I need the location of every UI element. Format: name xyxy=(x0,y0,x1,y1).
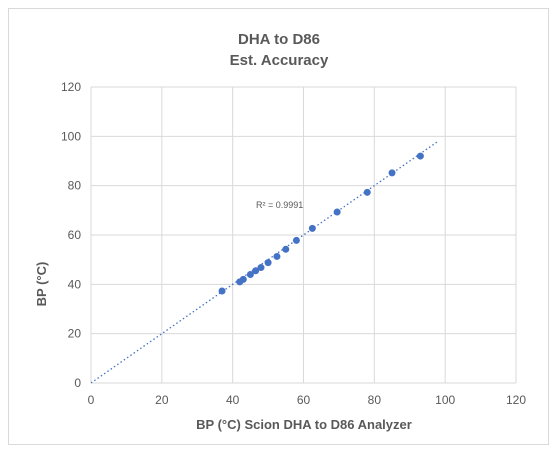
data-point xyxy=(292,236,300,244)
trendline xyxy=(90,140,439,384)
y-tick-label: 0 xyxy=(74,376,81,390)
scatter-chart: DHA to D86 Est. Accuracy 0 20 40 60 80 100 120… xyxy=(34,31,526,432)
data-point xyxy=(239,275,247,283)
data-points xyxy=(218,152,424,295)
chart-title: DHA to D86 xyxy=(238,31,320,48)
data-point xyxy=(333,208,341,216)
x-tick-label: 80 xyxy=(368,393,382,407)
chart-subtitle: Est. Accuracy xyxy=(230,52,329,69)
data-point xyxy=(257,264,265,272)
x-tick-label: 120 xyxy=(506,393,526,407)
data-point xyxy=(388,169,396,177)
y-axis-title: BP (°C) xyxy=(34,262,49,307)
data-point xyxy=(264,259,272,267)
x-tick-label: 40 xyxy=(226,393,240,407)
y-tick-label: 60 xyxy=(68,228,82,242)
y-tick-label: 100 xyxy=(61,129,81,143)
y-tick-label: 20 xyxy=(68,327,82,341)
x-tick-label: 100 xyxy=(435,393,455,407)
data-point xyxy=(282,245,290,253)
data-point xyxy=(416,152,424,160)
data-point xyxy=(218,287,226,295)
data-point xyxy=(246,270,254,278)
trendline-group xyxy=(90,140,439,384)
y-tick-label: 120 xyxy=(61,80,81,94)
data-point xyxy=(273,252,281,260)
data-point xyxy=(363,188,371,196)
data-point xyxy=(308,224,316,232)
tick-labels: 0 20 40 60 80 100 120 0 20 40 60 80 100 120 xyxy=(61,80,526,407)
r-squared-annotation: R² = 0.9991 xyxy=(256,200,303,210)
chart-container: DHA to D86 Est. Accuracy 0 20 40 60 80 100 120… xyxy=(8,8,549,445)
x-tick-label: 60 xyxy=(297,393,311,407)
x-tick-label: 0 xyxy=(88,393,95,407)
data-point xyxy=(252,267,260,275)
grid xyxy=(90,86,517,384)
x-axis-title: BP (°C) Scion DHA to D86 Analyzer xyxy=(196,417,412,432)
x-tick-label: 20 xyxy=(155,393,169,407)
y-tick-label: 40 xyxy=(68,277,82,291)
y-tick-label: 80 xyxy=(68,179,82,193)
